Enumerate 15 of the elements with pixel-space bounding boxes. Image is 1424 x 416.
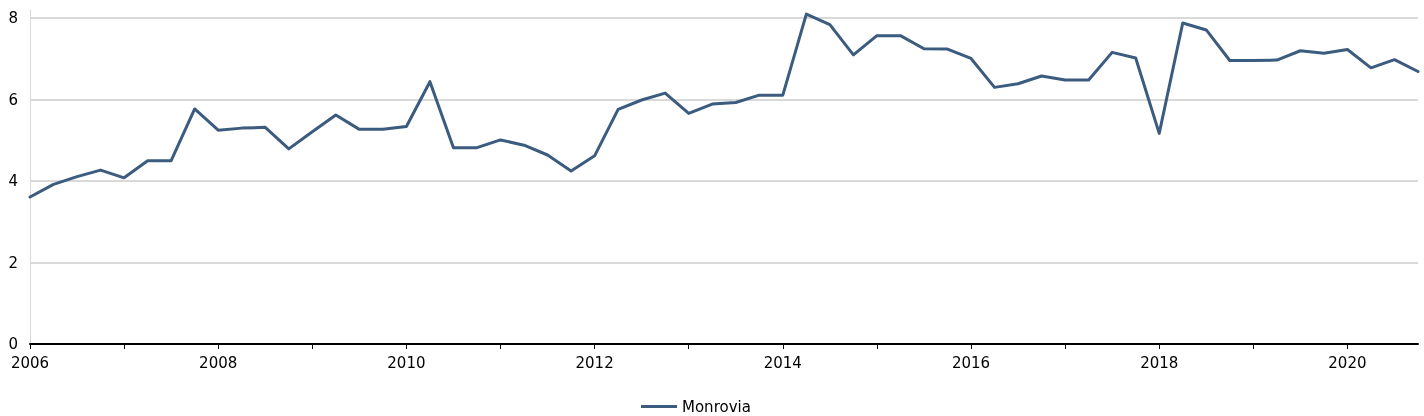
y-tick-label: 8 [8,9,18,28]
y-tick-label: 6 [8,90,18,109]
x-tick-label: 2018 [1140,353,1179,372]
y-tick-label: 2 [8,253,18,272]
x-tick-label: 2006 [10,353,50,372]
x-tick-label: 2014 [763,353,802,372]
legend-label: Monrovia [682,397,751,416]
x-tick-label: 2020 [1328,353,1367,372]
line-series [28,12,1420,199]
x-tick-label: 2016 [951,353,991,372]
x-tick-label: 2008 [199,353,238,372]
y-tick-label: 4 [8,172,18,191]
y-tick-label: 0 [8,335,18,353]
x-tick-label: 2010 [387,353,426,372]
x-tick-label: 2012 [575,353,614,372]
